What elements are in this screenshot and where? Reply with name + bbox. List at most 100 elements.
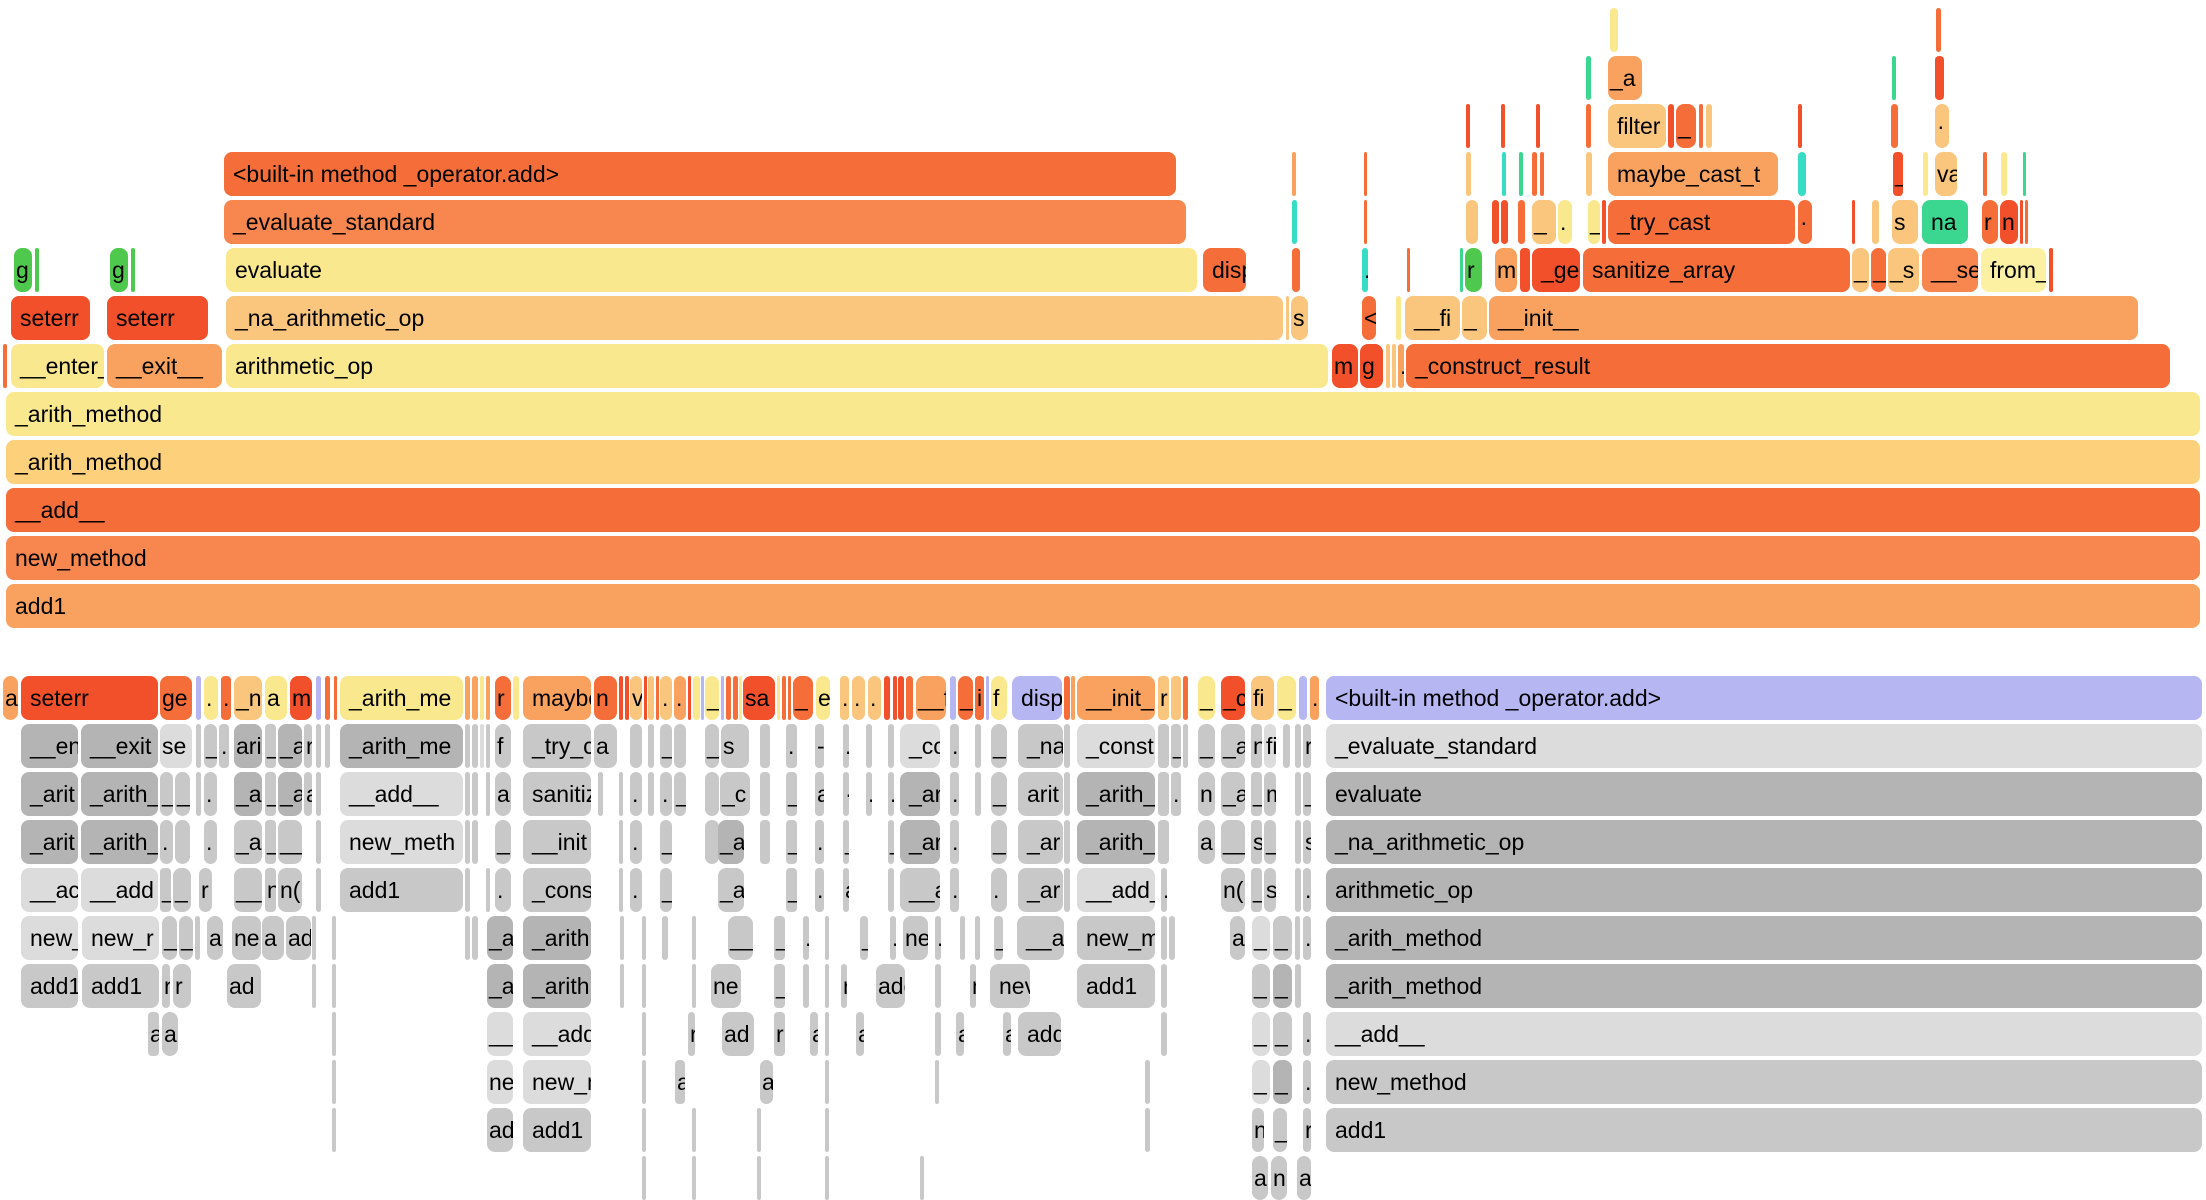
flame-frame-sliver[interactable] — [316, 868, 321, 912]
flame-frame-g[interactable]: g — [110, 248, 128, 292]
flame-frame-_[interactable]: _. — [1303, 772, 1311, 816]
flame-frame-[interactable]: . — [1303, 1060, 1311, 1104]
flame-frame-_[interactable]: _ — [994, 916, 1003, 960]
flame-frame-sliver[interactable] — [196, 724, 201, 768]
flame-frame-_[interactable]: _ — [495, 820, 511, 864]
flame-frame-sa[interactable]: sa — [743, 676, 775, 720]
flame-frame-n[interactable]: n — [970, 964, 976, 1008]
flame-frame-add[interactable]: add — [876, 964, 905, 1008]
flame-frame-[interactable]: . — [204, 820, 217, 864]
flame-frame-sliver[interactable] — [1364, 152, 1367, 196]
flame-frame-sliver[interactable] — [884, 676, 890, 720]
flame-frame-__fi[interactable]: __fi — [1405, 296, 1460, 340]
flame-frame-sliver[interactable] — [1983, 152, 1987, 196]
flame-frame-sliver[interactable] — [866, 724, 872, 768]
flame-frame-_cc[interactable]: _cc — [900, 724, 940, 768]
flame-frame-sliver[interactable] — [1161, 1012, 1167, 1056]
flame-frame-sliver[interactable] — [662, 916, 668, 960]
flame-frame-sliver[interactable] — [1295, 868, 1301, 912]
flame-frame-sliver[interactable] — [1798, 104, 1802, 148]
flame-frame-_[interactable]: _ — [774, 964, 785, 1008]
flame-frame-[interactable]: . — [786, 724, 797, 768]
flame-frame-_[interactable]: _ — [1273, 1060, 1292, 1104]
flame-frame-_evaluate_standard[interactable]: _evaluate_standard — [1326, 724, 2202, 768]
flame-frame-r[interactable]: r — [304, 724, 312, 768]
flame-frame-_[interactable]: _ — [1273, 964, 1292, 1008]
flame-frame-a[interactable]: a — [760, 1060, 773, 1104]
flame-frame-sliver[interactable] — [619, 820, 623, 864]
flame-frame-_[interactable]: _ — [1252, 964, 1270, 1008]
flame-frame-_[interactable]: _ — [1198, 724, 1215, 768]
flame-frame-sliver[interactable] — [1064, 868, 1070, 912]
flame-frame-f[interactable]: f — [495, 724, 511, 768]
flame-frame-sliver[interactable] — [1706, 104, 1712, 148]
flame-frame-a[interactable]: a — [594, 724, 617, 768]
flame-frame-sliver[interactable] — [332, 1012, 336, 1056]
flame-frame-[interactable]: . — [868, 676, 881, 720]
flame-frame-[interactable]: . — [221, 676, 231, 720]
flame-frame-_[interactable]: _ — [1462, 296, 1487, 340]
flame-frame-[interactable]: . — [840, 676, 849, 720]
flame-frame-__f[interactable]: __f — [916, 676, 946, 720]
flame-frame-_[interactable]: _ — [175, 772, 190, 816]
flame-frame-sliver[interactable] — [196, 772, 201, 816]
flame-frame-r[interactable]: r — [1465, 248, 1482, 292]
flame-frame-_[interactable]: _ — [1273, 1108, 1287, 1152]
flame-frame-[interactable]: . — [204, 772, 217, 816]
flame-frame-_[interactable]: _ — [1532, 200, 1556, 244]
flame-frame-sliver[interactable] — [1923, 152, 1928, 196]
flame-frame-sliver[interactable] — [721, 676, 724, 720]
flame-frame-sliver[interactable] — [1935, 56, 1944, 100]
flame-frame-_evaluate_standard[interactable]: _evaluate_standard — [224, 200, 1186, 244]
flame-frame-sliver[interactable] — [195, 916, 200, 960]
flame-frame-sliver[interactable] — [888, 724, 894, 768]
flame-frame-sliver[interactable] — [935, 964, 941, 1008]
flame-frame-__[interactable]: __ — [1221, 820, 1245, 864]
flame-frame-r[interactable]: r — [774, 1012, 785, 1056]
flame-frame-sliver[interactable] — [975, 916, 980, 960]
flame-frame-sliver[interactable] — [465, 916, 470, 960]
flame-frame-sliver[interactable] — [1392, 344, 1396, 388]
flame-frame-[interactable]: . — [630, 868, 642, 912]
flame-frame-fi[interactable]: fi — [1264, 724, 1276, 768]
flame-frame-add1[interactable]: add1 — [1077, 964, 1155, 1008]
flame-frame-sliver[interactable] — [788, 676, 791, 720]
flame-frame-[interactable]: . — [950, 820, 959, 864]
flame-frame-__add__[interactable]: __add__ — [1326, 1012, 2202, 1056]
flame-frame-[interactable]: . — [843, 724, 849, 768]
flame-frame-sliver[interactable] — [2023, 152, 2026, 196]
flame-frame-sliver[interactable] — [1466, 200, 1478, 244]
flame-frame-_try_cast[interactable]: _try_cast — [1608, 200, 1795, 244]
flame-frame-sliver[interactable] — [486, 868, 490, 912]
flame-frame-[interactable]: < — [1362, 296, 1376, 340]
flame-frame-fi[interactable]: fi — [1251, 676, 1274, 720]
flame-frame-_a[interactable]: _a — [1221, 724, 1245, 768]
flame-frame-sliver[interactable] — [334, 676, 337, 720]
flame-frame-[interactable]: . — [1303, 1012, 1311, 1056]
flame-frame-[interactable]: . — [1558, 200, 1572, 244]
flame-frame-r[interactable]: r — [688, 1012, 695, 1056]
flame-frame-a[interactable]: a — [1198, 820, 1215, 864]
flame-frame-[interactable]: . — [852, 676, 865, 720]
flame-frame-r[interactable]: r — [199, 868, 212, 912]
flame-frame-[interactable]: . — [803, 916, 809, 960]
flame-frame-sliver[interactable] — [1892, 56, 1896, 100]
flame-frame-sliver[interactable] — [1145, 1060, 1150, 1104]
flame-frame-_[interactable]: _ — [160, 772, 173, 816]
flame-frame-_[interactable]: _ — [1588, 200, 1600, 244]
flame-frame-i[interactable]: i — [975, 676, 984, 720]
flame-frame-a[interactable]: a — [207, 916, 223, 960]
flame-frame-sliver[interactable] — [1518, 200, 1525, 244]
flame-frame-sliver[interactable] — [1158, 772, 1169, 816]
flame-frame-sliver[interactable] — [2025, 200, 2028, 244]
flame-frame-sliver[interactable] — [486, 724, 490, 768]
flame-frame-_ar[interactable]: _ar — [487, 916, 513, 960]
flame-frame-sliver[interactable] — [642, 1012, 646, 1056]
flame-frame-sliver[interactable] — [825, 1012, 829, 1056]
flame-frame-sliver[interactable] — [1492, 200, 1499, 244]
flame-frame-add[interactable]: add — [1018, 1012, 1061, 1056]
flame-frame-sliver[interactable] — [1519, 152, 1523, 196]
flame-frame-nev[interactable]: nev — [990, 964, 1030, 1008]
flame-frame-sliver[interactable] — [472, 724, 478, 768]
flame-frame-sliver[interactable] — [332, 1108, 336, 1152]
